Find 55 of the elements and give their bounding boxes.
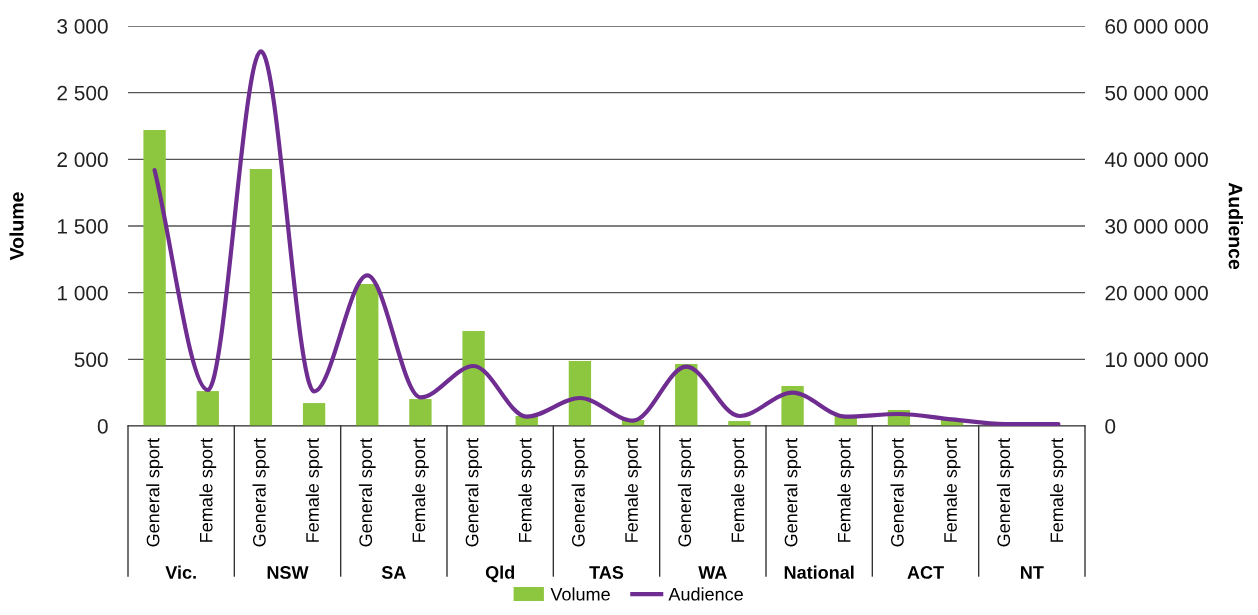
x-tick-label: Female sport [837,438,855,542]
text: Vic. [165,565,196,579]
x-tick-label: General sport [465,438,482,547]
line-series [152,49,1061,426]
bar [249,168,273,426]
y2-tick-label: 50 000 000 [1105,85,1208,101]
x-tick-label: General sport [784,438,801,547]
x-tick-label: Female sport [199,438,217,542]
x-tick-label: Female sport [731,438,748,542]
x-tick-label: Female sport [1050,438,1067,542]
y-tick-label: 500 [74,352,108,368]
text: SA [381,566,406,579]
text: National [784,565,854,579]
text: NT [1021,566,1044,579]
y2-tick-label: 40 000 000 [1104,152,1208,168]
x-tick-label: Female sport [943,438,961,542]
bar [143,130,166,426]
y-tick-label: 3 000 [57,19,108,34]
y-tick-label: 0 [97,419,108,434]
bar [356,284,379,426]
x-tick-label: General sport [677,438,695,547]
x-tick-label: General sport [146,438,163,547]
x-tick-label: General sport [252,438,270,547]
y-tick-label: 1 000 [58,285,108,301]
y-tick-label: 2 000 [57,152,108,168]
text: ACT [907,566,944,579]
text: NSW [267,566,309,579]
text: WA [698,566,727,579]
x-tick-label: Female sport [305,438,323,542]
x-tick-label: Female sport [412,438,429,542]
y-tick-label: 2 500 [57,85,108,101]
bar [462,331,485,426]
y2-tick-label: 10 000 000 [1106,352,1208,368]
x-tick-label: General sport [571,438,589,547]
y2-tick-label: 60 000 000 [1105,19,1208,34]
legend-label: Audience [668,587,743,601]
bar [409,399,432,426]
text: TAS [589,566,624,579]
x-tick-label: Female sport [518,438,536,542]
y2-tick-label: 0 [1105,419,1116,434]
x-tick-label: General sport [996,438,1014,547]
y2-axis-title: Audience [1228,182,1243,270]
bar [675,364,698,426]
x-tick-label: General sport [358,438,376,547]
bar [196,391,219,426]
bar [568,361,592,426]
x-tick-label: General sport [890,438,908,547]
bar [302,403,326,426]
y2-tick-label: 30 000 000 [1105,219,1208,234]
x-tick-label: Female sport [624,438,642,542]
legend-label: Volume [550,587,610,601]
y-axis-title: Volume [9,192,24,261]
text: Qld [485,565,515,583]
y2-tick-label: 20 000 000 [1105,285,1208,301]
y-tick-label: 1 500 [58,219,108,234]
